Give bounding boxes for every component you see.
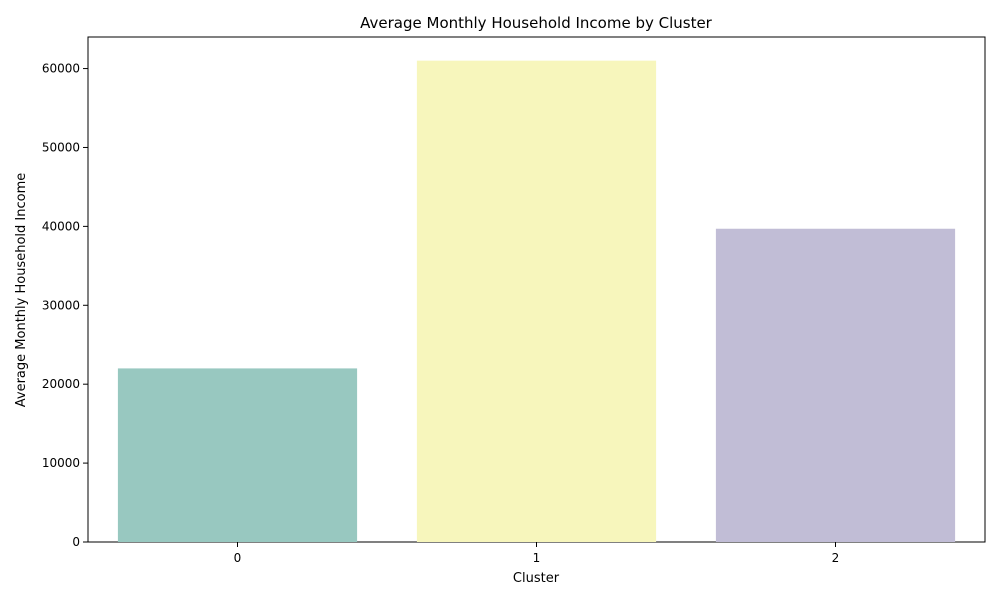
y-tick-label: 0: [72, 535, 80, 549]
bar-cluster-1: [416, 60, 657, 543]
chart-title: Average Monthly Household Income by Clus…: [360, 14, 713, 32]
x-axis-label: Cluster: [513, 571, 560, 586]
x-tick-label: 2: [832, 551, 840, 565]
bar-cluster-0: [117, 368, 358, 542]
x-tick-label: 0: [234, 551, 242, 565]
x-axis-ticks: 0 1 2: [234, 542, 840, 565]
y-axis-ticks: 0 10000 20000 30000 40000 50000 60000: [42, 62, 88, 549]
y-axis-label: Average Monthly Household Income: [14, 173, 29, 407]
y-tick-label: 50000: [42, 140, 80, 154]
y-tick-label: 10000: [42, 456, 80, 470]
y-tick-label: 60000: [42, 62, 80, 76]
bar-cluster-2: [715, 228, 956, 543]
plot-area: 0 10000 20000 30000 40000 50000 60000 0 1 2: [42, 36, 986, 565]
y-tick-label: 40000: [42, 219, 80, 233]
x-tick-label: 1: [533, 551, 541, 565]
y-tick-label: 30000: [42, 298, 80, 312]
y-tick-label: 20000: [42, 377, 80, 391]
bars-layer: [117, 60, 956, 543]
